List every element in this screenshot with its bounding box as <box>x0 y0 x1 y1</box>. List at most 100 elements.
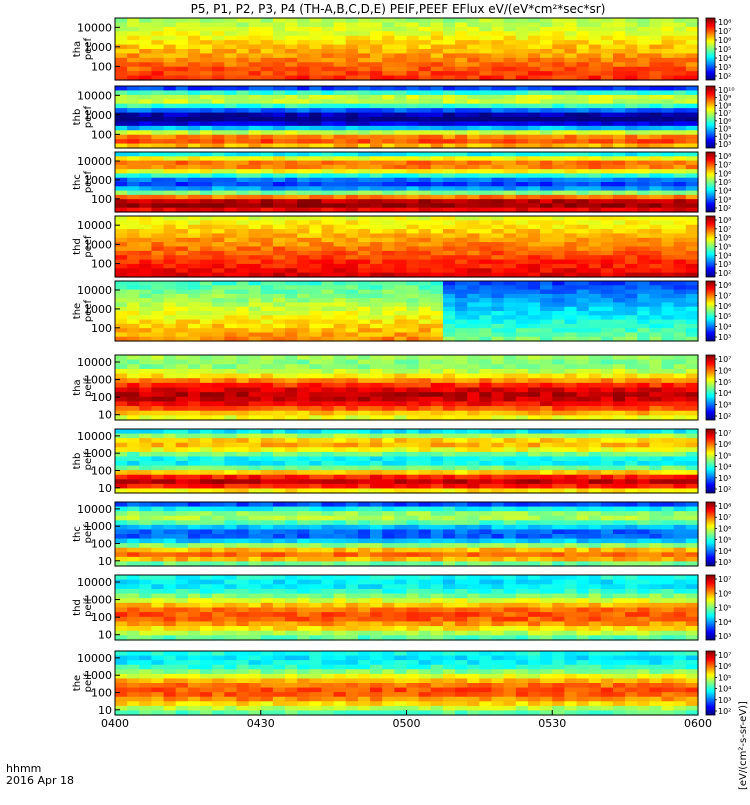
y-tick-label: 100 <box>91 322 112 335</box>
colorbar-tick-label: 10⁶ <box>718 36 731 45</box>
heatmap-cell <box>151 534 164 539</box>
heatmap-cell <box>625 369 638 374</box>
heatmap-cell <box>212 31 225 36</box>
heatmap-cell <box>394 447 407 452</box>
heatmap-cell <box>528 320 541 325</box>
heatmap-cell <box>564 364 577 369</box>
heatmap-cell <box>358 320 371 325</box>
heatmap-cell <box>297 302 310 307</box>
heatmap-cell <box>686 178 699 183</box>
heatmap-cell <box>188 378 201 383</box>
heatmap-cell <box>492 332 505 337</box>
heatmap-cell <box>662 470 675 475</box>
heatmap-cell <box>479 27 492 32</box>
heatmap-cell <box>467 216 480 221</box>
heatmap-cell <box>273 161 286 166</box>
heatmap-cell <box>188 220 201 225</box>
heatmap-cell <box>552 447 565 452</box>
heatmap-cell <box>674 260 687 265</box>
heatmap-cell <box>188 216 201 221</box>
heatmap-cell <box>564 49 577 54</box>
heatmap-cell <box>200 302 213 307</box>
heatmap-cell <box>455 364 468 369</box>
heatmap-cell <box>540 139 553 144</box>
heatmap-cell <box>200 121 213 126</box>
heatmap-cell <box>358 40 371 45</box>
heatmap-cell <box>261 31 274 36</box>
heatmap-cell <box>261 378 274 383</box>
heatmap-cell <box>577 328 590 333</box>
heatmap-cell <box>431 438 444 443</box>
heatmap-cell <box>455 27 468 32</box>
heatmap-cell <box>504 388 517 393</box>
heatmap-cell <box>334 364 347 369</box>
heatmap-cell <box>394 290 407 295</box>
heatmap-cell <box>188 355 201 360</box>
heatmap-cell <box>127 364 140 369</box>
heatmap-cell <box>504 121 517 126</box>
heatmap-cell <box>297 332 310 337</box>
heatmap-cell <box>285 169 298 174</box>
heatmap-cell <box>540 383 553 388</box>
heatmap-cell <box>273 27 286 32</box>
panel-label-probe: tha <box>72 41 83 57</box>
heatmap-cell <box>200 364 213 369</box>
heatmap-cell <box>467 456 480 461</box>
heatmap-cell <box>479 238 492 243</box>
heatmap-cell <box>674 195 687 200</box>
heatmap-cell <box>321 355 334 360</box>
heatmap-cell <box>649 169 662 174</box>
heatmap-cell <box>346 165 359 170</box>
heatmap-cell <box>625 99 638 104</box>
heatmap-cell <box>321 182 334 187</box>
heatmap-cell <box>236 429 249 434</box>
heatmap-cell <box>382 135 395 140</box>
heatmap-cell <box>552 95 565 100</box>
heatmap-cell <box>212 121 225 126</box>
heatmap-cell <box>419 104 432 109</box>
heatmap-cell <box>370 86 383 91</box>
heatmap-cell <box>564 311 577 316</box>
heatmap-cell <box>601 315 614 320</box>
heatmap-cell <box>467 397 480 402</box>
heatmap-cell <box>686 298 699 303</box>
heatmap-cell <box>261 71 274 76</box>
heatmap-cell <box>686 374 699 379</box>
heatmap-cell <box>249 298 262 303</box>
heatmap-cell <box>249 58 262 63</box>
heatmap-cell <box>504 434 517 439</box>
heatmap-cell <box>637 401 650 406</box>
heatmap-cell <box>188 195 201 200</box>
heatmap-cell <box>261 466 274 471</box>
heatmap-cell <box>637 475 650 480</box>
heatmap-cell <box>236 411 249 416</box>
heatmap-cell <box>346 130 359 135</box>
heatmap-cell <box>649 86 662 91</box>
heatmap-cell <box>467 332 480 337</box>
heatmap-cell <box>528 315 541 320</box>
heatmap-cell <box>407 233 420 238</box>
heatmap-cell <box>176 397 189 402</box>
heatmap-cell <box>479 165 492 170</box>
heatmap-cell <box>492 130 505 135</box>
heatmap-cell <box>613 294 626 299</box>
heatmap-cell <box>297 95 310 100</box>
heatmap-cell <box>394 58 407 63</box>
heatmap-cell <box>297 18 310 23</box>
heatmap-cell <box>164 152 177 157</box>
heatmap-cell <box>285 95 298 100</box>
heatmap-cell <box>151 225 164 230</box>
heatmap-cell <box>297 130 310 135</box>
heatmap-cell <box>176 220 189 225</box>
heatmap-cell <box>164 165 177 170</box>
heatmap-cell <box>188 203 201 208</box>
heatmap-cell <box>686 199 699 204</box>
heatmap-cell <box>540 220 553 225</box>
heatmap-cell <box>236 45 249 50</box>
heatmap-cell <box>528 22 541 27</box>
heatmap-cell <box>164 104 177 109</box>
heatmap-cell <box>564 397 577 402</box>
heatmap-cell <box>443 229 456 234</box>
heatmap-cell <box>249 45 262 50</box>
heatmap-cell <box>285 139 298 144</box>
